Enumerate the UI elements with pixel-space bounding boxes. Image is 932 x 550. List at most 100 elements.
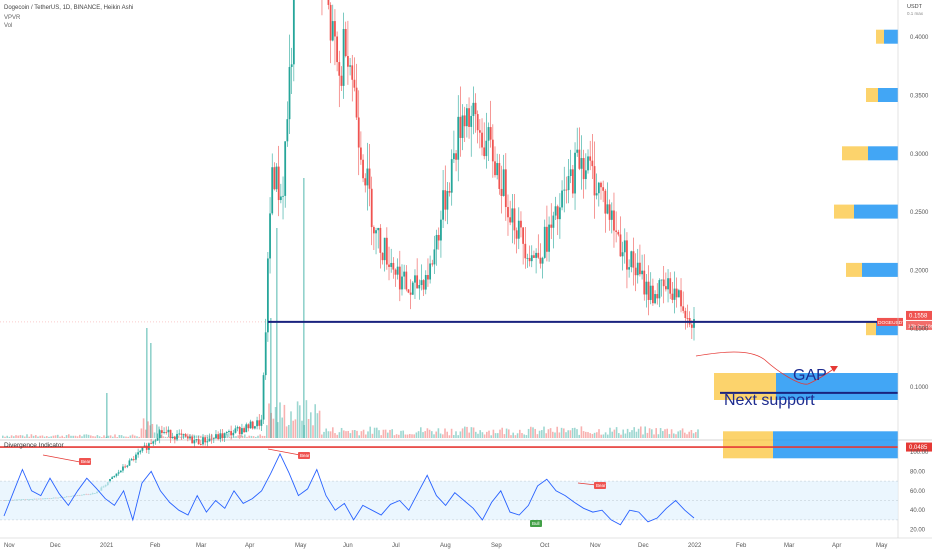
volume-bar bbox=[180, 436, 182, 438]
volume-bar bbox=[545, 433, 547, 438]
volume-bar bbox=[343, 430, 345, 438]
candle-body bbox=[169, 429, 172, 439]
volume-bar bbox=[516, 433, 519, 438]
volume-bar bbox=[536, 434, 539, 438]
time-tick-label: Mar bbox=[196, 543, 206, 549]
volume-bar bbox=[6, 435, 8, 438]
indicator-vpvr-label[interactable]: VPVR bbox=[4, 15, 21, 21]
volume-bar bbox=[369, 426, 371, 438]
candle-body bbox=[632, 251, 635, 268]
candle-body bbox=[468, 108, 470, 127]
divergence-signal-box bbox=[79, 458, 91, 465]
candle-body bbox=[193, 440, 196, 444]
volume-bar bbox=[32, 435, 35, 438]
candle-body bbox=[461, 115, 464, 138]
volume-bar bbox=[499, 429, 501, 438]
candle-body bbox=[392, 262, 395, 270]
candle-body bbox=[450, 159, 453, 193]
volume-bar bbox=[659, 428, 662, 438]
time-tick-label: Sep bbox=[491, 543, 502, 549]
support-price-label-box bbox=[906, 442, 932, 452]
candle-body bbox=[608, 204, 611, 220]
indicator-vol-label[interactable]: Vol bbox=[4, 23, 13, 29]
candle-body bbox=[543, 226, 546, 258]
price-axis[interactable]: 0.70000.65000.60000.55000.50000.45000.40… bbox=[897, 0, 929, 538]
volume-bar bbox=[580, 426, 583, 438]
candle-body bbox=[247, 424, 250, 429]
oscillator-tick-label: 60.00 bbox=[910, 489, 926, 495]
volume-bar bbox=[578, 434, 580, 438]
candle-body bbox=[130, 459, 133, 461]
volume-bar bbox=[402, 430, 404, 438]
volume-bar bbox=[68, 434, 70, 438]
volume-bar bbox=[268, 403, 270, 438]
volume-bar bbox=[257, 435, 259, 438]
candles bbox=[3, 0, 695, 501]
candle-body bbox=[580, 158, 583, 169]
volume-bar bbox=[131, 434, 134, 438]
countdown-label-box bbox=[906, 320, 932, 330]
candle-body bbox=[600, 182, 602, 188]
candle-body bbox=[431, 263, 434, 265]
time-tick-label: May bbox=[295, 543, 306, 549]
candle-body bbox=[245, 424, 248, 433]
candle-body bbox=[435, 234, 438, 250]
candle-body bbox=[634, 267, 637, 276]
volume-bar bbox=[582, 431, 585, 438]
candle-body bbox=[234, 428, 237, 433]
volume-spike bbox=[303, 178, 305, 438]
candle-body bbox=[210, 438, 213, 440]
volume-bar bbox=[637, 428, 640, 438]
volume-bar bbox=[43, 436, 46, 438]
candle-body bbox=[401, 276, 403, 290]
candle-body bbox=[526, 257, 529, 259]
volume-bar bbox=[398, 434, 400, 438]
candle-body bbox=[394, 269, 397, 275]
candle-body bbox=[351, 65, 354, 80]
vp-bar-up bbox=[862, 262, 898, 277]
candle-body bbox=[249, 421, 252, 429]
candle-body bbox=[535, 252, 538, 258]
volume-bar bbox=[129, 435, 132, 438]
volume-bar bbox=[556, 426, 558, 438]
vp-bar-down bbox=[846, 262, 862, 277]
candle-body bbox=[349, 65, 351, 67]
time-tick-label: Mar bbox=[784, 543, 794, 549]
candle-body bbox=[615, 230, 618, 232]
candle-body bbox=[271, 167, 274, 214]
candle-body bbox=[182, 434, 185, 435]
volume-bar bbox=[362, 429, 365, 438]
candle-body bbox=[215, 434, 217, 439]
volume-bar bbox=[371, 433, 374, 438]
time-tick-label: Apr bbox=[832, 543, 841, 549]
volume-bar bbox=[642, 434, 644, 438]
volume-bar bbox=[442, 434, 444, 438]
time-axis[interactable]: Nov Dec 2021 Feb Mar Apr May Jun Jul Aug Sep Oct Nov… bbox=[4, 543, 887, 549]
volume-bar bbox=[468, 432, 470, 438]
candle-body bbox=[416, 275, 419, 289]
volume-bar bbox=[244, 434, 246, 438]
candle-body bbox=[126, 465, 129, 467]
volume-bar bbox=[325, 428, 327, 438]
volume-bar bbox=[501, 427, 503, 438]
candle-body bbox=[236, 427, 239, 429]
candle-body bbox=[342, 28, 345, 86]
candle-body bbox=[111, 477, 114, 480]
volume-bar bbox=[604, 432, 607, 438]
oscillator-tick-label: 20.00 bbox=[910, 528, 926, 534]
price-tick-label: 0.2000 bbox=[910, 268, 929, 274]
candle-body bbox=[494, 161, 496, 176]
volume-bar bbox=[241, 436, 244, 438]
candle-body bbox=[238, 427, 241, 435]
volume-bar bbox=[70, 435, 72, 438]
candle-body bbox=[424, 275, 427, 290]
divergence-line bbox=[577, 482, 597, 486]
volume-bar bbox=[611, 431, 613, 438]
candle-body bbox=[664, 286, 667, 290]
volume-bar bbox=[48, 436, 50, 438]
oscillator-line bbox=[3, 452, 695, 526]
volume-bar bbox=[657, 434, 660, 438]
volume-bar bbox=[39, 435, 41, 438]
